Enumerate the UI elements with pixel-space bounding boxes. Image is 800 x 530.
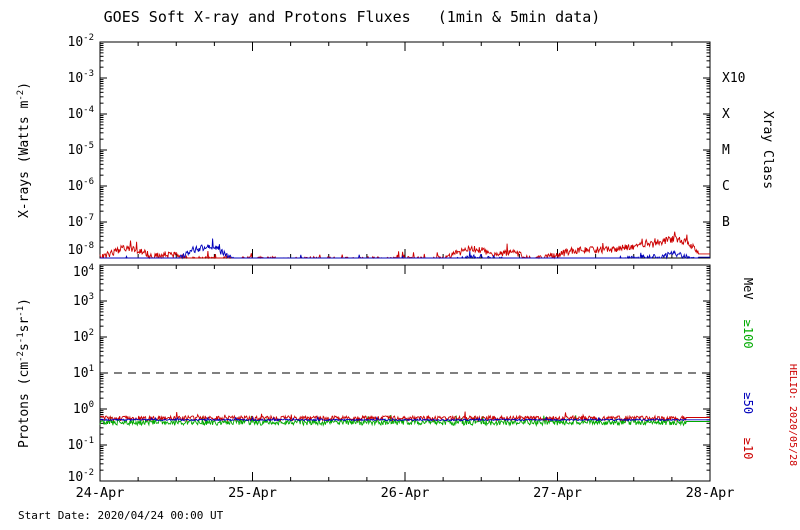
x-tick-label: 27-Apr	[533, 485, 582, 501]
y-tick-label: 10-3	[68, 69, 95, 86]
xray-y-axis-title: X-rays (Watts m-2)	[16, 82, 32, 218]
proton-right-label-1: ≥100	[741, 320, 755, 349]
y-tick-label: 10-2	[68, 468, 95, 485]
xray-class-label-X: X	[722, 107, 730, 122]
y-tick-label: 102	[73, 328, 94, 345]
series-protons-ge100MeV	[99, 415, 710, 427]
protons-y-axis-title: Protons (cm-2s-1sr-1)	[16, 298, 32, 448]
x-tick-label: 24-Apr	[76, 485, 125, 501]
start-date-label: Start Date: 2020/04/24 00:00 UT	[18, 509, 224, 522]
y-tick-label: 10-8	[68, 241, 95, 258]
y-tick-label: 100	[73, 400, 94, 417]
proton-right-label-2: ≥50	[741, 392, 755, 414]
series-xray-short	[100, 238, 710, 260]
y-tick-label: 103	[73, 292, 94, 309]
y-tick-label: 10-6	[68, 177, 95, 194]
y-tick-label: 10-1	[68, 436, 95, 453]
xray-class-label-X10: X10	[722, 71, 745, 86]
xray-class-label-C: C	[722, 179, 730, 194]
y-tick-label: 10-4	[68, 105, 95, 122]
xray-class-axis-title: Xray Class	[760, 111, 775, 189]
series-protons-ge50MeV	[99, 415, 710, 422]
y-tick-label: 104	[73, 263, 94, 280]
axes-frame-xray	[99, 41, 711, 259]
x-tick-label: 25-Apr	[228, 485, 277, 501]
y-tick-label: 101	[73, 364, 94, 381]
y-tick-label: 10-5	[68, 141, 95, 158]
xray-class-label-B: B	[722, 215, 730, 230]
chart-title: GOES Soft X-ray and Protons Fluxes (1min…	[103, 8, 601, 26]
y-tick-label: 10-2	[68, 33, 95, 50]
panel-protons: 10-2 10-1 100 101 102 103 104 Protons (cm-2s-1s…	[16, 263, 755, 501]
proton-right-label-0: MeV	[741, 278, 755, 300]
series-protons-ge10MeV	[99, 411, 710, 423]
x-tick-label: 28-Apr	[686, 485, 735, 501]
x-tick-label: 26-Apr	[381, 485, 430, 501]
y-tick-label: 10-7	[68, 213, 95, 230]
panel-xray: 10-8 10-7 10-6 10-5 10-4 10-3 10-2 X-rays (Watt…	[16, 33, 775, 260]
watermark-helio: HELIO: 2020/05/28	[787, 364, 798, 466]
xray-class-label-M: M	[722, 143, 730, 158]
proton-right-label-3: ≥10	[741, 438, 755, 460]
